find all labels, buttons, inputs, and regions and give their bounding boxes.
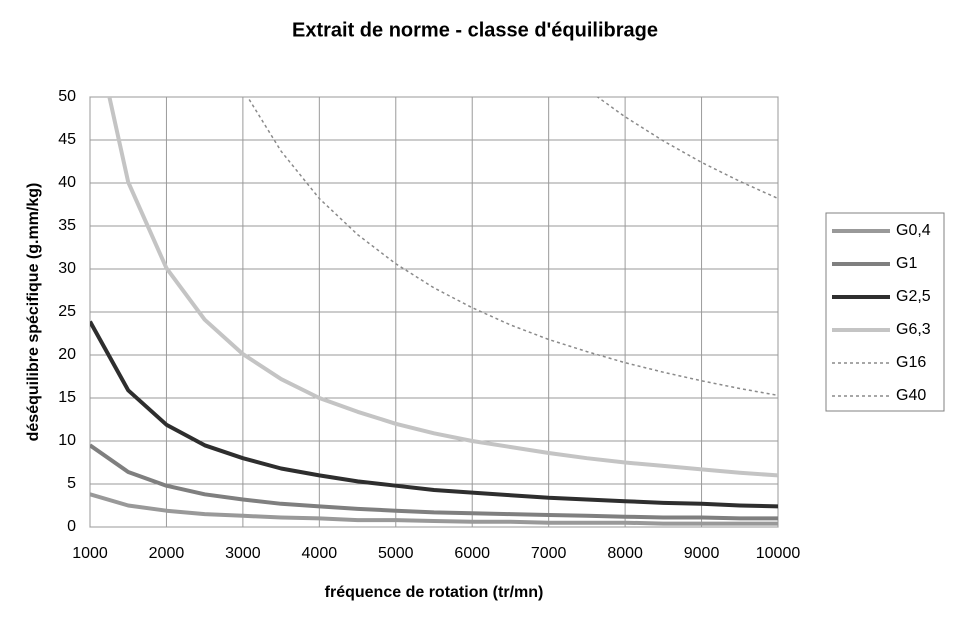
x-tick-label: 4000 [302, 545, 338, 562]
series-line [90, 492, 778, 526]
y-tick-label: 5 [67, 475, 76, 492]
y-tick-label: 10 [58, 432, 76, 449]
legend-label: G1 [896, 255, 917, 272]
y-axis-label: déséquilibre spécifique (g.mm/kg) [25, 183, 42, 442]
y-tick-label: 15 [58, 389, 76, 406]
legend-label: G40 [896, 387, 926, 404]
legend-label: G16 [896, 354, 926, 371]
chart-title: Extrait de norme - classe d'équilibrage [292, 19, 658, 41]
x-axis-label: fréquence de rotation (tr/mn) [325, 584, 544, 601]
x-tick-label: 3000 [225, 545, 261, 562]
series-line [596, 97, 778, 200]
y-tick-label: 30 [58, 260, 76, 277]
x-tick-label: 8000 [607, 545, 643, 562]
y-tick-label: 40 [58, 174, 76, 191]
legend-label: G2,5 [896, 288, 931, 305]
series-line [90, 320, 778, 509]
legend-label: G6,3 [896, 321, 931, 338]
legend [825, 212, 945, 412]
x-tick-label: 2000 [149, 545, 185, 562]
series-line [107, 97, 778, 478]
y-tick-label: 45 [58, 131, 76, 148]
x-tick-label: 6000 [454, 545, 490, 562]
y-tick-label: 35 [58, 217, 76, 234]
x-tick-label: 9000 [684, 545, 720, 562]
x-tick-label: 5000 [378, 545, 414, 562]
series-line [246, 97, 778, 397]
y-tick-label: 50 [58, 88, 76, 105]
x-tick-label: 7000 [531, 545, 567, 562]
x-tick-label: 1000 [72, 545, 108, 562]
y-tick-label: 0 [67, 518, 76, 535]
y-tick-label: 20 [58, 346, 76, 363]
legend-label: G0,4 [896, 222, 931, 239]
y-tick-label: 25 [58, 303, 76, 320]
series-line [90, 443, 778, 521]
x-tick-label: 10000 [756, 545, 801, 562]
